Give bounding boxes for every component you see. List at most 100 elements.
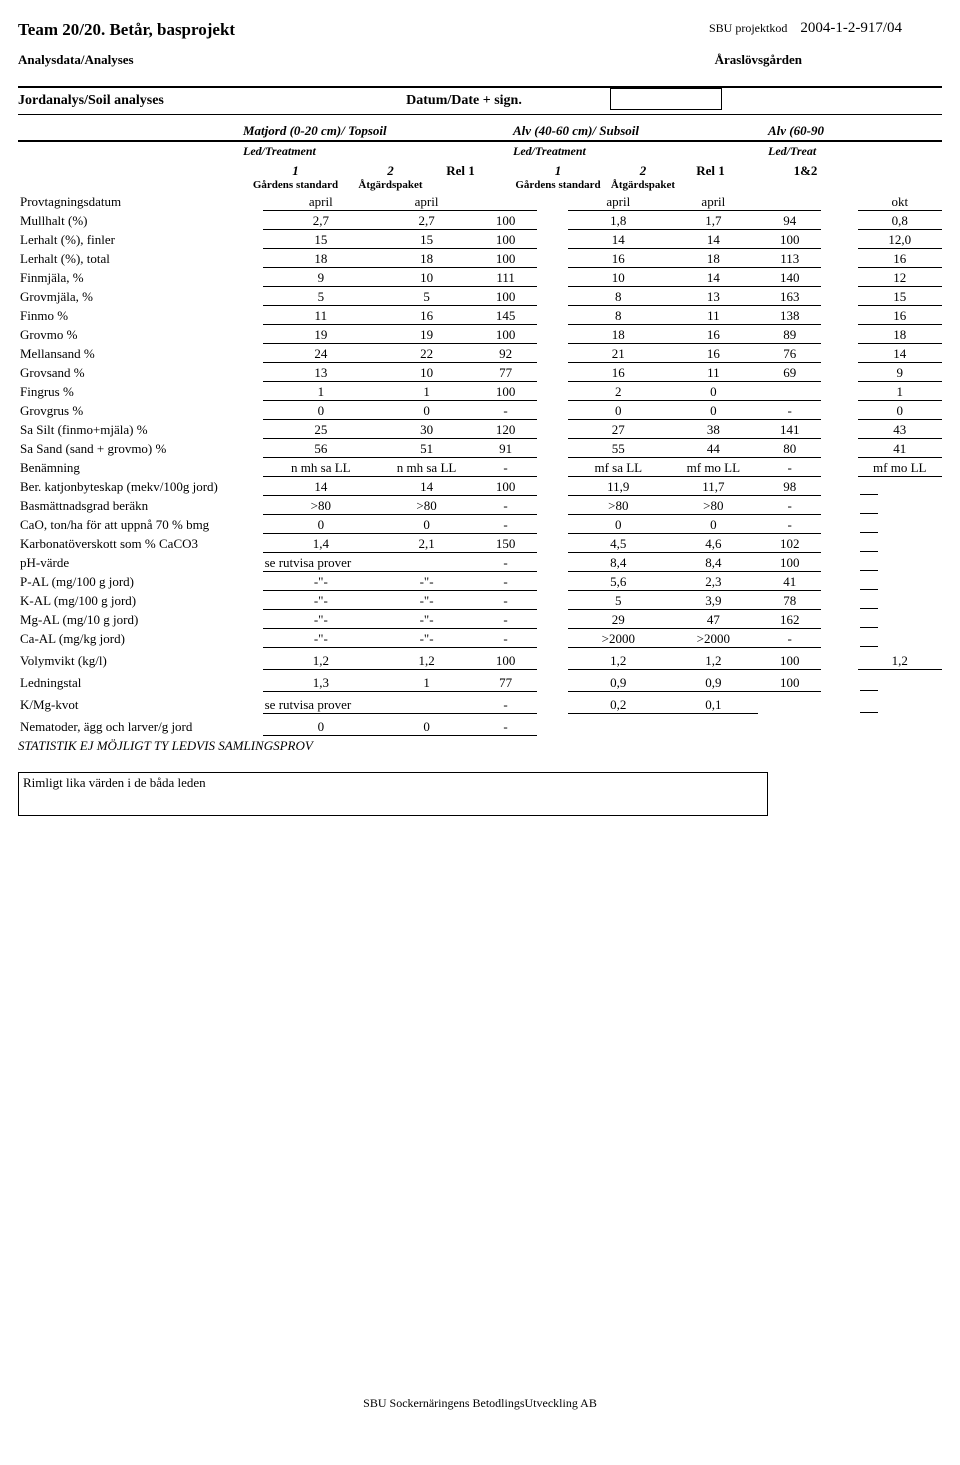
cell: 10 bbox=[379, 363, 474, 382]
row-label: K-AL (mg/100 g jord) bbox=[18, 591, 263, 610]
cell: 100 bbox=[474, 211, 537, 230]
gap bbox=[821, 439, 857, 458]
sign-box[interactable] bbox=[610, 88, 722, 110]
cell: april bbox=[668, 192, 758, 211]
table-row: CaO, ton/ha för att uppnå 70 % bmg00-00- bbox=[18, 515, 942, 534]
col2: 2 bbox=[348, 163, 433, 179]
treatment-row: Led/Treatment Led/Treatment Led/Treat bbox=[18, 144, 942, 159]
cell: -"- bbox=[263, 610, 379, 629]
gap bbox=[537, 287, 568, 306]
gap bbox=[821, 477, 857, 496]
cell: - bbox=[474, 496, 537, 515]
table-row: Grovsand %1310771611699 bbox=[18, 363, 942, 382]
cell: april bbox=[263, 192, 379, 211]
gap bbox=[537, 477, 568, 496]
row-label: Grovmo % bbox=[18, 325, 263, 344]
cell: 141 bbox=[758, 420, 821, 439]
cell: 0 bbox=[858, 401, 942, 420]
cell: 102 bbox=[758, 534, 821, 553]
cell: 162 bbox=[758, 610, 821, 629]
cell: 18 bbox=[263, 249, 379, 268]
cell: - bbox=[758, 401, 821, 420]
cell: 1,2 bbox=[858, 651, 942, 670]
section-title-row: Jordanalys/Soil analyses Datum/Date + si… bbox=[18, 86, 942, 115]
cell: - bbox=[474, 629, 537, 648]
gap bbox=[537, 382, 568, 401]
cell bbox=[858, 515, 942, 534]
table-row: K/Mg-kvotse rutvisa prover-0,20,1 bbox=[18, 695, 942, 714]
gap bbox=[821, 401, 857, 420]
table-row: Lerhalt (%), total1818100161811316 bbox=[18, 249, 942, 268]
table-row: K-AL (mg/100 g jord)-"--"--53,978 bbox=[18, 591, 942, 610]
col5: 1&2 bbox=[768, 163, 843, 179]
cell bbox=[568, 717, 668, 736]
table-row: Sa Sand (sand + grovmo) %56519155448041 bbox=[18, 439, 942, 458]
gap bbox=[537, 268, 568, 287]
cell: - bbox=[758, 496, 821, 515]
cell bbox=[858, 629, 942, 648]
gap bbox=[821, 572, 857, 591]
cell: 15 bbox=[858, 287, 942, 306]
row-label: Nematoder, ägg och larver/g jord bbox=[18, 717, 263, 736]
cell: 1,4 bbox=[263, 534, 379, 553]
cell: >80 bbox=[668, 496, 758, 515]
gap bbox=[821, 673, 857, 692]
row-label: Lerhalt (%), total bbox=[18, 249, 263, 268]
cell: 5,6 bbox=[568, 572, 668, 591]
table-row: Benämningn mh sa LLn mh sa LL-mf sa LLmf… bbox=[18, 458, 942, 477]
cell: 150 bbox=[474, 534, 537, 553]
row-label: Grovsand % bbox=[18, 363, 263, 382]
gap bbox=[537, 211, 568, 230]
cell bbox=[474, 192, 537, 211]
cell: 56 bbox=[263, 439, 379, 458]
cell: -"- bbox=[263, 591, 379, 610]
cell: mf sa LL bbox=[568, 458, 668, 477]
gap bbox=[821, 717, 857, 736]
section-title: Jordanalys/Soil analyses bbox=[18, 93, 318, 109]
table-row: Fingrus %11100201 bbox=[18, 382, 942, 401]
cell: 69 bbox=[758, 363, 821, 382]
table-row: Ca-AL (mg/kg jord)-"--"-->2000>2000- bbox=[18, 629, 942, 648]
cell: 120 bbox=[474, 420, 537, 439]
gap bbox=[821, 306, 857, 325]
gap bbox=[821, 230, 857, 249]
cell: 12,0 bbox=[858, 230, 942, 249]
row-label: Mg-AL (mg/10 g jord) bbox=[18, 610, 263, 629]
cell: 18 bbox=[379, 249, 474, 268]
cell: 16 bbox=[858, 306, 942, 325]
cell: 100 bbox=[758, 230, 821, 249]
table-row: Karbonatöverskott som % CaCO31,42,11504,… bbox=[18, 534, 942, 553]
cell: 14 bbox=[668, 268, 758, 287]
cell: 77 bbox=[474, 673, 537, 692]
cell: 98 bbox=[758, 477, 821, 496]
row-label: Mullhalt (%) bbox=[18, 211, 263, 230]
date-label: Datum/Date + sign. bbox=[389, 93, 539, 109]
cell: 0 bbox=[379, 401, 474, 420]
gap bbox=[537, 306, 568, 325]
gap bbox=[537, 629, 568, 648]
cell-span: se rutvisa prover bbox=[263, 553, 474, 572]
subsoil-label: Alv (40-60 cm)/ Subsoil bbox=[513, 123, 738, 139]
rel1: Rel 1 bbox=[433, 163, 488, 179]
cell: - bbox=[758, 629, 821, 648]
cell: 140 bbox=[758, 268, 821, 287]
cell: - bbox=[758, 458, 821, 477]
cell: 100 bbox=[758, 651, 821, 670]
cell: 44 bbox=[668, 439, 758, 458]
gap bbox=[821, 591, 857, 610]
table-row: Nematoder, ägg och larver/g jord00- bbox=[18, 717, 942, 736]
table-row: Finmo %111614581113816 bbox=[18, 306, 942, 325]
cell: 1 bbox=[379, 382, 474, 401]
cell: 8 bbox=[568, 306, 668, 325]
cell: 14 bbox=[263, 477, 379, 496]
cell: 0 bbox=[379, 515, 474, 534]
gap bbox=[821, 363, 857, 382]
gap bbox=[537, 673, 568, 692]
table-row: Provtagningsdatumaprilaprilaprilaprilokt bbox=[18, 192, 942, 211]
cell: 11 bbox=[668, 306, 758, 325]
gap bbox=[821, 695, 857, 714]
cell bbox=[858, 496, 942, 515]
cell: mf mo LL bbox=[668, 458, 758, 477]
cell: >80 bbox=[263, 496, 379, 515]
col3: 1 bbox=[513, 163, 603, 179]
